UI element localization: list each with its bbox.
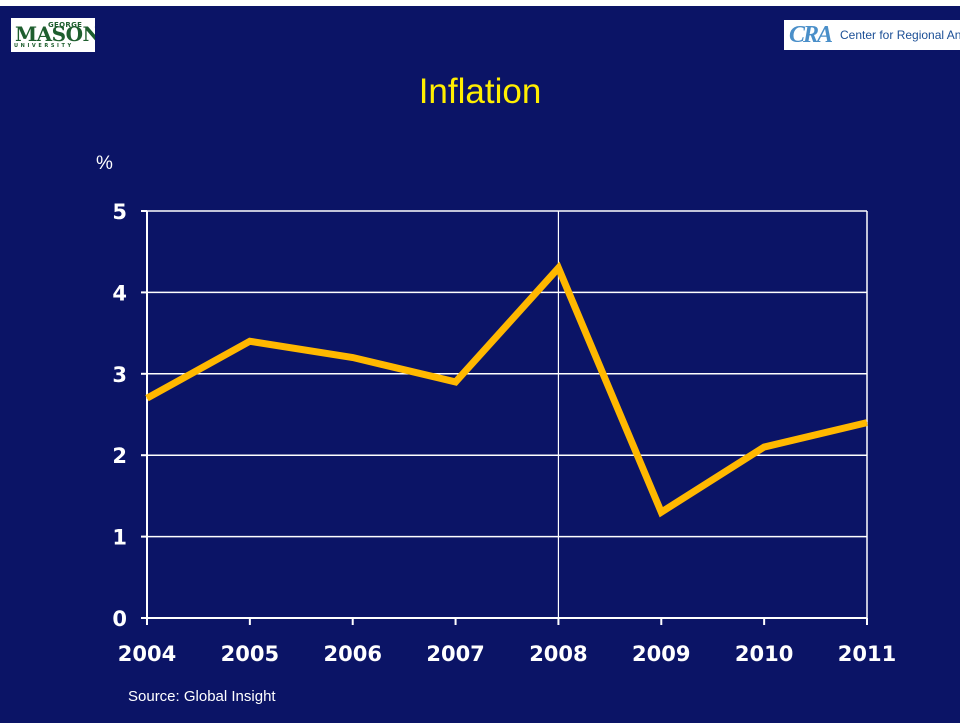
x-tick-label: 2007 (426, 642, 484, 666)
data-point (763, 446, 765, 448)
x-tick-label: 2006 (323, 642, 381, 666)
data-point (249, 340, 251, 342)
mason-logo-george-text: GEORGE (48, 21, 83, 29)
y-tick-label: 5 (112, 200, 127, 224)
source-note: Source: Global Insight (128, 688, 276, 705)
slide: GEORGE MASON UNIVERSITY CRA Center for R… (0, 6, 960, 723)
x-tick-label: 2011 (838, 642, 896, 666)
data-point (866, 422, 868, 424)
chart-title: Inflation (418, 72, 542, 111)
x-tick-label: 2008 (529, 642, 587, 666)
cra-logo: CRA Center for Regional Analys (784, 20, 960, 50)
x-tick-label: 2010 (735, 642, 793, 666)
data-point (455, 381, 457, 383)
x-tick-label: 2005 (221, 642, 279, 666)
tick-labels: 0 1 2 3 4 5 2004 2005 2006 2007 2008 2009 2010 2011 (112, 200, 896, 666)
data-point (146, 397, 148, 399)
axes (141, 210, 868, 625)
mason-logo-university-text: UNIVERSITY (14, 43, 74, 49)
x-tick-label: 2009 (632, 642, 690, 666)
y-tick-label: 4 (112, 281, 127, 305)
mason-logo-name-text: MASON (15, 22, 95, 46)
y-axis-unit-label: % (96, 153, 113, 174)
y-tick-label: 1 (112, 526, 127, 550)
series-layer (145, 261, 868, 518)
series-line (145, 261, 868, 518)
cra-logo-mark: CRA (789, 22, 833, 48)
data-point (352, 357, 354, 359)
inflation-line-chart: 0 1 2 3 4 5 2004 2005 2006 2007 2008 2009 2010 2011 % (96, 153, 896, 666)
y-tick-label: 0 (112, 607, 127, 631)
grid-lines (147, 210, 868, 618)
y-tick-label: 2 (112, 444, 127, 468)
george-mason-logo: GEORGE MASON UNIVERSITY (11, 18, 95, 52)
data-point (660, 511, 662, 513)
x-tick-label: 2004 (118, 642, 176, 666)
y-tick-label: 3 (112, 363, 127, 387)
data-point (557, 267, 559, 269)
cra-logo-text: Center for Regional Analys (840, 28, 960, 42)
